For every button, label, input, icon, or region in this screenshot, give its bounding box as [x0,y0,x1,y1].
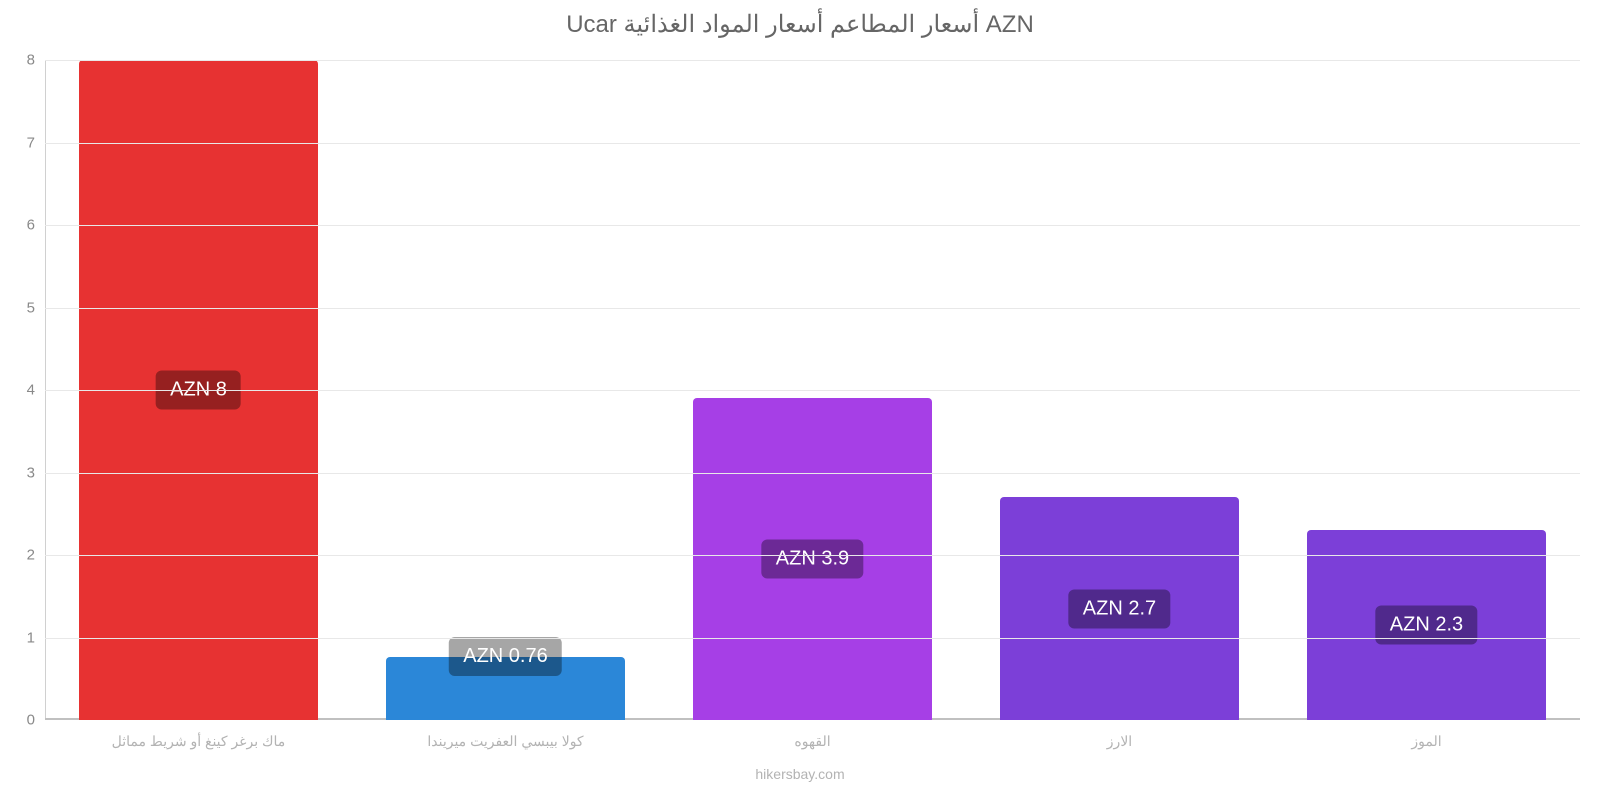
grid-line [45,143,1580,144]
bar: AZN 0.76 [386,657,625,720]
x-axis-label: الموز [1273,733,1580,750]
bar-value-label: AZN 0.76 [449,637,561,676]
x-axis-label: كولا بيبسي العفريت ميريندا [352,733,659,750]
grid-line [45,390,1580,391]
chart-title: Ucar أسعار المطاعم أسعار المواد الغذائية… [0,0,1600,39]
footer-text: hikersbay.com [0,766,1600,782]
bar-value-label: AZN 2.7 [1069,589,1170,628]
y-tick-label: 5 [27,299,35,316]
bar-value-label: AZN 3.9 [762,540,863,579]
x-axis-label: القهوه [659,733,966,750]
y-tick-label: 7 [27,134,35,151]
bar: AZN 2.3 [1307,530,1546,720]
grid-line [45,473,1580,474]
bar: AZN 2.7 [1000,497,1239,720]
y-tick-label: 0 [27,712,35,729]
x-axis-labels: ماك برغر كينغ أو شريط مماثلكولا بيبسي ال… [45,733,1580,750]
y-tick-label: 2 [27,547,35,564]
bar-value-label: AZN 2.3 [1376,606,1477,645]
grid-line [45,638,1580,639]
grid-line [45,555,1580,556]
grid-line [45,60,1580,61]
y-tick-label: 4 [27,382,35,399]
grid-line [45,308,1580,309]
bar: AZN 3.9 [693,398,932,720]
grid-line [45,225,1580,226]
chart-container: Ucar أسعار المطاعم أسعار المواد الغذائية… [0,0,1600,800]
x-axis-label: الارز [966,733,1273,750]
y-tick-label: 8 [27,52,35,69]
y-tick-label: 1 [27,629,35,646]
y-tick-label: 6 [27,217,35,234]
plot-area: AZN 8AZN 0.76AZN 3.9AZN 2.7AZN 2.3 01234… [45,60,1580,720]
x-axis-label: ماك برغر كينغ أو شريط مماثل [45,733,352,750]
y-tick-label: 3 [27,464,35,481]
